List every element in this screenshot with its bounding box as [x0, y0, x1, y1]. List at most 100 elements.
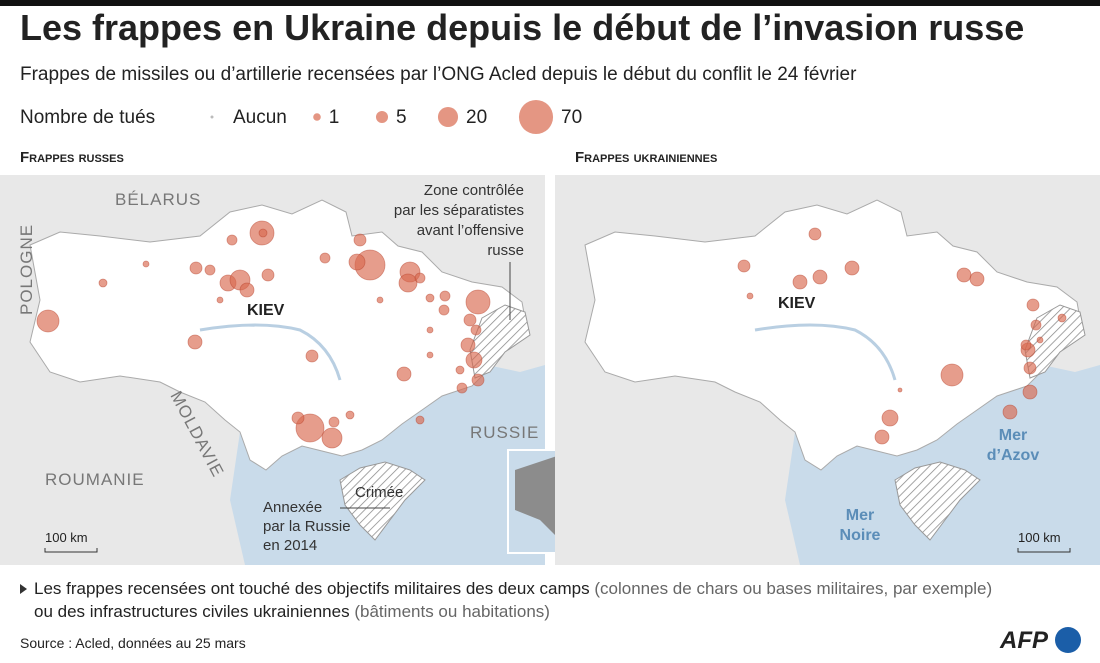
strike-circle — [969, 271, 985, 287]
panel-title: Frappes ukrainiennes — [575, 149, 717, 166]
legend-none-dot — [210, 115, 214, 119]
strike-circle — [1022, 384, 1038, 400]
strike-circle — [460, 337, 476, 353]
strike-circle — [216, 296, 224, 304]
map-body — [584, 199, 1100, 565]
panel-title: Frappes russes — [20, 149, 124, 166]
strike-circle — [187, 334, 203, 350]
legend-none-label: Aucun — [233, 107, 287, 128]
legend-label: 70 — [561, 107, 582, 128]
strike-circle — [189, 261, 203, 275]
map-panel: Frappes russes BÉLARUS POLOGNE KIEV MOLD… — [0, 149, 545, 565]
sea-label: Noire — [840, 527, 881, 544]
strike-circle — [1036, 336, 1044, 344]
strike-circle — [353, 233, 367, 247]
strike-circle — [291, 411, 305, 425]
country-label: ROUMANIE — [45, 470, 145, 489]
strike-circle — [258, 228, 268, 238]
strike-circle — [456, 382, 468, 394]
strike-circle — [261, 268, 275, 282]
note-line: Les frappes recensées ont touché des obj… — [34, 579, 992, 598]
legend-label: 20 — [466, 107, 487, 128]
strike-circle — [897, 387, 903, 393]
strike-circle — [439, 290, 451, 302]
strike-circle — [465, 351, 483, 369]
strike-circle — [881, 409, 899, 427]
river — [199, 323, 342, 381]
strike-circle — [376, 296, 384, 304]
legend-label: 1 — [329, 107, 340, 128]
strikes — [36, 220, 491, 449]
strike-circle — [1020, 339, 1032, 351]
note-main: ou des infrastructures civiles ukrainien… — [34, 602, 350, 621]
country-label: RUSSIE — [470, 423, 539, 442]
legend-circle — [375, 110, 389, 124]
zone-annotation: Zone contrôlée par les séparatistes avan… — [394, 182, 524, 259]
strike-circle — [426, 326, 434, 334]
map-panel: Frappes ukrainiennes KIEV Mer d’Azov Mer… — [555, 149, 1100, 565]
strike-circle — [142, 260, 150, 268]
strike-circle — [226, 234, 238, 246]
annotation-line: par les séparatistes — [394, 202, 524, 219]
annotation-line: en 2014 — [263, 537, 317, 554]
strike-circle — [345, 410, 355, 420]
annotation-line: avant l’offensive — [417, 222, 524, 239]
sea-label: Mer — [999, 427, 1027, 444]
sea-label: d’Azov — [987, 447, 1040, 464]
legend-circle — [313, 113, 321, 121]
strike-circle — [204, 264, 216, 276]
country-label: BÉLARUS — [115, 190, 201, 209]
strike-circle — [1002, 404, 1018, 420]
strike-circle — [465, 289, 491, 315]
legend-circle — [518, 99, 554, 135]
river — [754, 323, 897, 381]
scale-label: 100 km — [45, 530, 88, 545]
legend-label: 5 — [396, 107, 407, 128]
strike-circle — [321, 427, 343, 449]
strike-circle — [470, 324, 482, 336]
logo-globe — [1055, 627, 1081, 653]
note-line: ou des infrastructures civiles ukrainien… — [34, 602, 550, 621]
legend-title: Nombre de tués — [20, 107, 155, 128]
legend-circle — [437, 106, 459, 128]
strikes — [737, 227, 1067, 445]
strike-circle — [319, 252, 331, 264]
scale-bar — [44, 548, 98, 553]
strike-circle — [746, 292, 754, 300]
annotation-line: Zone contrôlée — [424, 182, 524, 199]
note-aside: (bâtiments ou habitations) — [354, 602, 550, 621]
source: Source : Acled, données au 25 mars — [20, 635, 246, 651]
note-aside: (colonnes de chars ou bases militaires, … — [594, 579, 992, 598]
strike-circle — [348, 253, 366, 271]
strike-circle — [463, 313, 477, 327]
strike-circle — [812, 269, 828, 285]
annotation-line: Annexée — [263, 499, 322, 516]
annotation-line: russe — [487, 242, 524, 259]
strike-circle — [455, 365, 465, 375]
strike-circle — [305, 349, 319, 363]
scale-label: 100 km — [1018, 530, 1061, 545]
strike-circle — [415, 415, 425, 425]
strike-circle — [239, 282, 255, 298]
strike-circle — [396, 366, 412, 382]
strike-circle — [874, 429, 890, 445]
strike-circle — [328, 416, 340, 428]
note-main: Les frappes recensées ont touché des obj… — [34, 579, 590, 598]
logo: AFP — [999, 627, 1049, 654]
strike-circle — [398, 273, 418, 293]
strike-circle — [844, 260, 860, 276]
strike-circle — [1026, 298, 1040, 312]
annotation-line: par la Russie — [263, 518, 351, 535]
country-label: POLOGNE — [17, 224, 36, 315]
strike-circle — [792, 274, 808, 290]
top-bar — [0, 0, 1100, 6]
strike-circle — [940, 363, 964, 387]
city-label: KIEV — [247, 302, 285, 319]
strike-circle — [808, 227, 822, 241]
scale-bar — [1017, 548, 1071, 553]
strike-circle — [426, 351, 434, 359]
city-label: KIEV — [778, 295, 816, 312]
annotation: Crimée — [355, 484, 403, 501]
